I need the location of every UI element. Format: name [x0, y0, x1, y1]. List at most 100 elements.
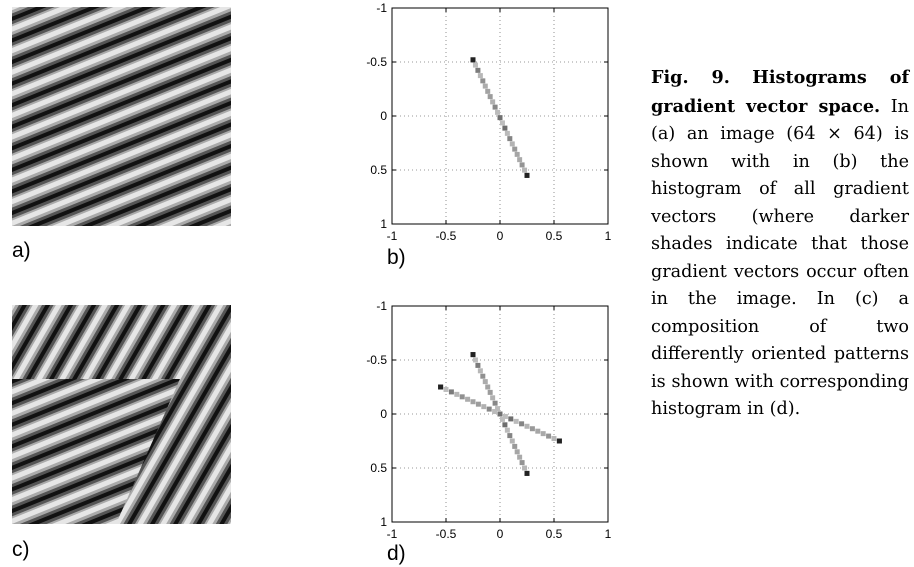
histogram-cell: [472, 62, 478, 68]
histogram-cell: [497, 411, 503, 417]
y-tick-label: -0.5: [366, 55, 387, 69]
y-tick-label: 1: [380, 515, 387, 529]
histogram-cell: [513, 418, 519, 424]
x-tick-label: 1: [605, 527, 612, 541]
histogram-cell: [508, 416, 514, 422]
histogram-cell: [487, 389, 493, 395]
y-tick-label: 0: [380, 407, 387, 421]
stripe-pattern-a: [12, 7, 231, 226]
histogram-cell: [475, 67, 481, 73]
y-tick-label: 0: [380, 109, 387, 123]
histogram-cell: [482, 379, 488, 385]
y-tick-label: 1: [380, 217, 387, 231]
caption-text: In (a) an image (64 × 64) is shown with …: [651, 96, 909, 420]
histogram-d: -1 -1 -0.5 -0.5 0 0 0.5 0.5 1 1: [366, 299, 612, 541]
y-tick-label: 0.5: [370, 163, 387, 177]
histogram-cell: [519, 162, 525, 168]
histogram-cell: [512, 146, 518, 152]
x-tick-label: 1: [605, 229, 612, 243]
y-tick-label: -1: [376, 299, 387, 313]
histogram-cell: [477, 368, 483, 374]
histogram-cell: [470, 399, 476, 405]
histogram-peak: [470, 352, 476, 358]
panel-c-label: c): [12, 538, 30, 561]
histogram-cell: [535, 428, 541, 434]
histogram-peak: [438, 384, 444, 390]
histogram-cell: [475, 401, 481, 407]
histogram-peak: [470, 57, 476, 63]
histogram-cell: [540, 431, 546, 437]
x-tick-label: -0.5: [436, 527, 457, 541]
histogram-cell: [487, 94, 493, 100]
histogram-cell: [504, 427, 510, 433]
histogram-cell: [490, 395, 496, 401]
histogram-cell: [502, 413, 508, 419]
figure-caption: Fig. 9. Histograms of gradient vector sp…: [651, 64, 909, 424]
x-tick-label: 0: [497, 229, 504, 243]
histogram-cell: [459, 394, 465, 400]
panel-a-label: a): [12, 239, 31, 262]
histogram-cell: [507, 433, 513, 439]
histogram-cell: [499, 416, 505, 422]
histogram-cell: [495, 109, 501, 115]
histogram-cell: [502, 125, 508, 131]
histogram-cell: [509, 438, 515, 444]
histogram-cell: [465, 396, 471, 402]
x-tick-label: 0: [497, 527, 504, 541]
histogram-cell: [486, 406, 492, 412]
y-tick-label: -0.5: [366, 353, 387, 367]
histogram-peak: [524, 172, 530, 178]
histogram-cell: [519, 460, 525, 466]
histogram-peak: [524, 470, 530, 476]
histogram-cell: [504, 130, 510, 136]
histogram-cell: [514, 151, 520, 157]
x-tick-label: 0.5: [546, 527, 563, 541]
caption-figure-number: Fig. 9.: [651, 67, 730, 88]
histogram-cell: [509, 141, 515, 147]
histogram-cell: [517, 454, 523, 460]
histogram-cell: [519, 421, 525, 427]
histogram-cell: [522, 167, 528, 173]
histogram-cell: [512, 443, 518, 449]
histogram-cell: [514, 449, 520, 455]
panel-d-label: d): [387, 542, 406, 565]
histogram-cell: [477, 73, 483, 79]
histogram-cell: [480, 78, 486, 84]
histogram-cell: [497, 115, 503, 121]
y-tick-label: -1: [376, 1, 387, 15]
x-tick-label: -0.5: [436, 229, 457, 243]
histogram-cell: [475, 362, 481, 368]
histogram-cell: [485, 88, 491, 94]
histogram-cell: [454, 391, 460, 397]
histogram-cell: [485, 384, 491, 390]
histogram-cell: [495, 406, 501, 412]
y-tick-label: 0.5: [370, 461, 387, 475]
panel-b-label: b): [387, 246, 406, 269]
histogram-cell: [492, 400, 498, 406]
histogram-cell: [499, 120, 505, 126]
histogram-peak: [556, 438, 562, 444]
stripe-pattern-c: [12, 305, 231, 524]
panel-a-image: [12, 7, 231, 226]
histogram-cell: [522, 465, 528, 471]
panel-c-image: [12, 305, 231, 524]
histogram-cell: [481, 404, 487, 410]
histogram-cell: [524, 423, 530, 429]
x-tick-label: -1: [387, 527, 398, 541]
histogram-cell: [502, 422, 508, 428]
histogram-cell: [492, 104, 498, 110]
histogram-cell: [546, 433, 552, 439]
histogram-cell: [443, 386, 449, 392]
histogram-b: -1 -1 -0.5 -0.5 0 0 0.5 0.5 1 1: [366, 1, 612, 243]
histogram-cell: [529, 426, 535, 432]
histogram-cell: [551, 436, 557, 442]
histogram-cell: [517, 157, 523, 163]
caption-title: Histograms of gradient vector space.: [651, 67, 910, 117]
histogram-cell: [482, 83, 488, 89]
histogram-cell: [507, 136, 513, 142]
histogram-cell: [492, 409, 498, 415]
histogram-cell: [472, 357, 478, 363]
histogram-cell: [448, 389, 454, 395]
x-tick-label: 0.5: [546, 229, 563, 243]
x-tick-label: -1: [387, 229, 398, 243]
